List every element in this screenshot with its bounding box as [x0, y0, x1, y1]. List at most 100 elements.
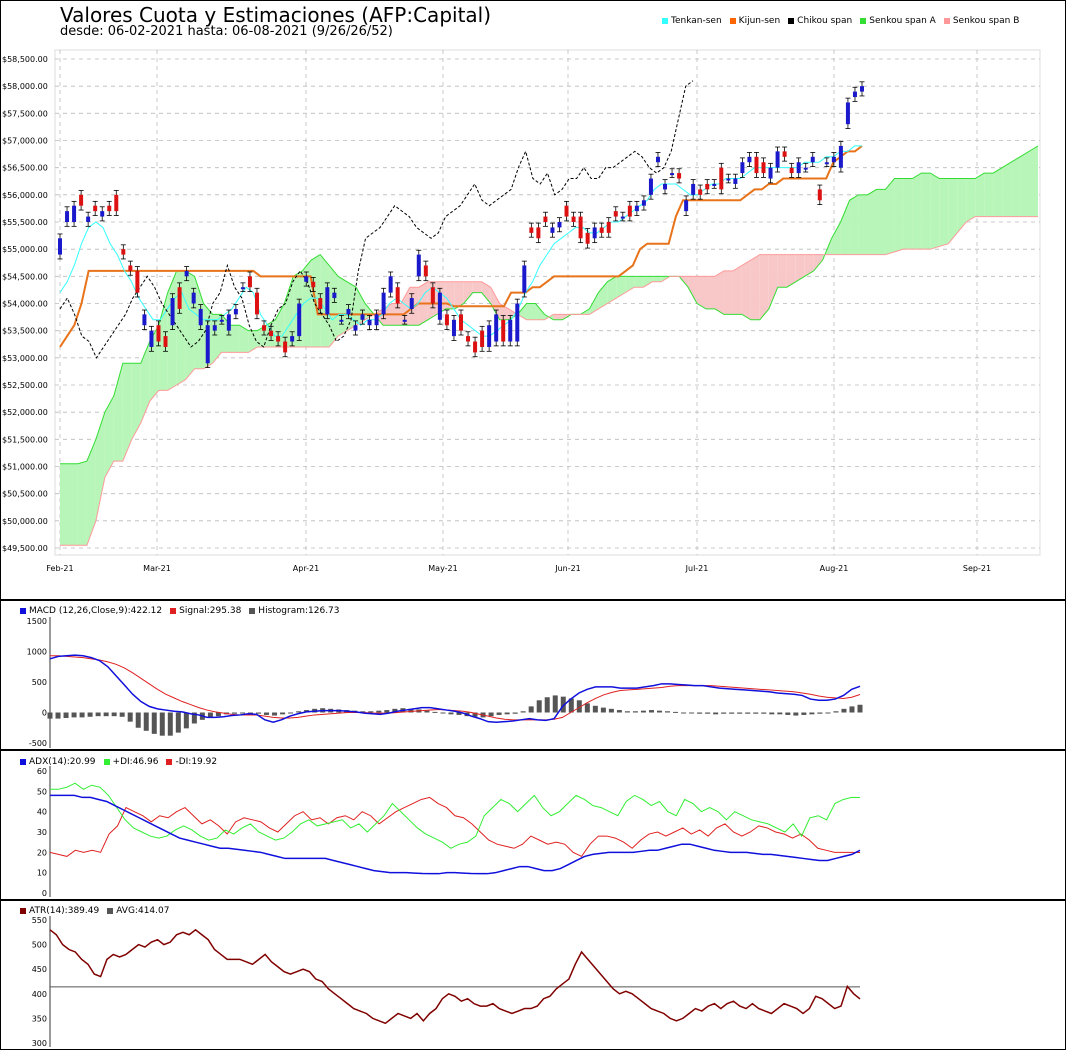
candle-body — [107, 205, 112, 212]
candle-body — [466, 336, 471, 342]
plus-di-swatch — [103, 759, 110, 765]
candle-body — [325, 287, 330, 315]
histogram-bar — [103, 712, 109, 717]
histogram-bar — [624, 711, 630, 713]
histogram-bar — [809, 712, 815, 715]
histogram-bar — [408, 708, 414, 713]
histogram-bar — [713, 712, 719, 715]
macd-line — [49, 654, 861, 724]
cloud-segment — [777, 254, 787, 288]
histogram-bar — [665, 711, 671, 713]
histogram-bar — [191, 712, 197, 724]
histogram-bar — [296, 711, 302, 713]
histogram-bar — [175, 712, 181, 733]
histogram-bar — [584, 703, 590, 713]
candle-body — [691, 183, 696, 195]
histogram-bar — [256, 712, 262, 714]
indicator-tick-label: 50 — [37, 787, 47, 796]
x-tick-label: May-21 — [428, 564, 457, 573]
candle-body — [522, 265, 527, 293]
panel-divider — [0, 749, 1066, 751]
histogram-bar — [159, 712, 165, 736]
indicator-tick-label: 300 — [32, 1039, 47, 1048]
candle-body — [585, 232, 590, 244]
atr-line — [49, 928, 861, 1025]
adx-swatch — [20, 759, 26, 765]
candle-body — [381, 292, 386, 315]
x-tick-label: Mar-21 — [143, 564, 171, 573]
histogram-bar — [729, 712, 735, 714]
legend-label: Senkou span B — [952, 16, 1020, 26]
candle-body — [135, 270, 140, 293]
legend-label: ADX(14):20.99 — [29, 757, 96, 767]
candle-body — [550, 227, 555, 233]
histogram-bar — [79, 712, 85, 718]
candle-body — [205, 325, 210, 364]
candle-body — [297, 303, 302, 337]
indicator-tick-label: 450 — [32, 965, 47, 974]
histogram-bar — [721, 712, 727, 714]
cloud-segment — [804, 254, 814, 277]
cloud-segment — [714, 270, 724, 315]
price-tick-label: $53,000.00 — [2, 354, 48, 363]
histogram-bar — [608, 708, 614, 713]
candle-body — [191, 292, 196, 304]
senkou-b-swatch — [943, 18, 950, 24]
cloud-segment — [158, 292, 168, 391]
senkou-a-swatch — [860, 18, 867, 24]
price-tick-label: $50,000.00 — [2, 517, 48, 526]
price-tick-label: $58,000.00 — [2, 82, 48, 91]
candle-body — [149, 330, 154, 347]
price-tick-label: $52,000.00 — [2, 408, 48, 417]
price-tick-label: $56,000.00 — [2, 191, 48, 200]
histogram-bar — [833, 711, 839, 713]
candle-body — [388, 276, 393, 293]
cloud-segment — [490, 287, 500, 320]
candle-body — [670, 173, 675, 176]
cloud-segment — [472, 281, 482, 293]
candle-body — [860, 86, 864, 92]
cloud-segment — [768, 254, 778, 309]
candle-body — [705, 183, 710, 190]
cloud-segment — [445, 281, 455, 309]
price-tick-label: $56,500.00 — [2, 164, 48, 173]
cloud-segment — [60, 463, 69, 546]
indicator-tick-label: 60 — [37, 767, 47, 776]
histogram-bar — [520, 711, 526, 713]
legend-label: -DI:19.92 — [175, 757, 218, 767]
histogram-bar — [793, 712, 799, 716]
histogram-bar — [576, 700, 582, 713]
cloud-segment — [248, 330, 258, 353]
price-tick-label: $52,500.00 — [2, 381, 48, 390]
legend-item-senkou-b: Senkou span B — [943, 16, 1020, 26]
histogram-bar — [360, 711, 366, 713]
price-tick-label: $55,000.00 — [2, 245, 48, 254]
cloud-segment — [535, 303, 545, 320]
candle-body — [663, 183, 668, 190]
candle-body — [761, 162, 766, 174]
candle-body — [79, 194, 84, 206]
candle-body — [529, 227, 534, 233]
histogram-bar — [280, 712, 286, 715]
legend-item-adx: ADX(14):20.99 — [20, 757, 96, 767]
histogram-bar — [673, 711, 679, 713]
histogram-bar — [247, 712, 253, 714]
cloud-segment — [813, 254, 823, 271]
candle-body — [719, 167, 724, 190]
indicator-plot-area — [50, 766, 1062, 897]
avg-swatch — [107, 908, 114, 914]
cloud-segment — [759, 254, 769, 320]
cloud-segment — [849, 194, 859, 255]
cloud-segment — [1011, 156, 1021, 217]
candle-body — [838, 145, 843, 168]
cloud-segment — [616, 276, 626, 299]
candle-body — [254, 292, 259, 315]
chikou-span-line — [59, 80, 694, 359]
indicator-tick-label: 0 — [42, 889, 47, 898]
histogram-bar — [681, 712, 687, 714]
legend-label: Kijun-sen — [738, 16, 781, 26]
candle-body — [831, 156, 836, 163]
cloud-segment — [984, 173, 994, 217]
histogram-bar — [424, 710, 430, 713]
histogram-bar — [264, 712, 270, 715]
